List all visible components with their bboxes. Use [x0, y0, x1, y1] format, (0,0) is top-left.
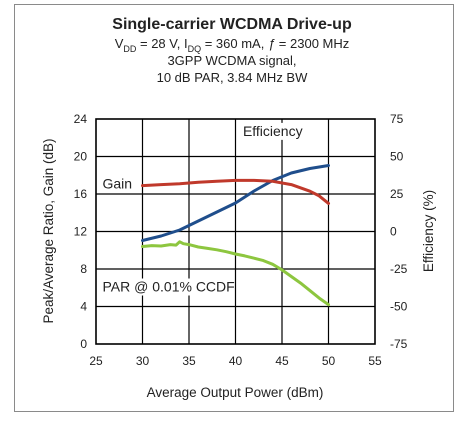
y-tick-label-right: -25 [390, 262, 408, 276]
vdd-subscript: DD [123, 44, 136, 54]
chart-svg: Single-carrier WCDMA Drive-up VDD = 28 V… [41, 16, 436, 400]
y-tick-label-right: 75 [390, 112, 404, 126]
y-tick-label-left: 24 [74, 112, 88, 126]
y-tick-label-left: 8 [80, 262, 87, 276]
vdd-value: = 28 V, [136, 36, 184, 51]
idq-symbol: I [184, 36, 188, 51]
y-tick-label-left: 12 [74, 225, 88, 239]
y-tick-label-right: 0 [390, 225, 397, 239]
grid-lines [96, 119, 375, 344]
y-tick-label-left: 20 [74, 150, 88, 164]
series-annotation-label: Efficiency [243, 123, 303, 139]
y-tick-label-right: 50 [390, 150, 404, 164]
y-tick-label-right: -75 [390, 337, 408, 351]
x-tick-label: 30 [136, 354, 150, 368]
y-tick-label-left: 4 [80, 300, 87, 314]
x-tick-label: 25 [89, 354, 103, 368]
annotations: Efficiency Gain PAR @ 0.01% CCDF [100, 122, 321, 296]
annotation-background [240, 122, 321, 140]
y-tick-label-right: 25 [390, 187, 404, 201]
freq-symbol: ƒ [268, 36, 275, 51]
idq-value: = 360 mA, [201, 36, 268, 51]
y-axis-label-left: Peak/Average Ratio, Gain (dB) [41, 138, 56, 323]
chart-subtitle-line-2: 3GPP WCDMA signal, [167, 53, 296, 68]
x-tick-label: 50 [322, 354, 336, 368]
x-tick-label: 35 [182, 354, 196, 368]
y-tick-label-left: 0 [80, 337, 87, 351]
chart-title: Single-carrier WCDMA Drive-up [112, 16, 352, 33]
tick-labels: 25 30 35 40 45 50 5504812162024-75-50-25025507… [74, 112, 408, 368]
vdd-symbol: V [115, 36, 124, 51]
plot-area-border [95, 118, 376, 345]
series-annotation-label: Gain [103, 175, 133, 191]
freq-value: = 2300 MHz [275, 36, 349, 51]
chart-subtitle-line-3: 10 dB PAR, 3.84 MHz BW [157, 70, 308, 85]
annotation-background [100, 175, 135, 193]
chart-subtitle-line-1: VDD = 28 V, IDQ = 360 mA, ƒ = 2300 MHz [115, 36, 350, 54]
series-line-gain [141, 178, 330, 205]
series-line-efficiency [141, 164, 330, 242]
x-axis-label: Average Output Power (dBm) [147, 385, 324, 400]
series-annotation-label: PAR @ 0.01% CCDF [103, 279, 235, 295]
idq-subscript: DQ [188, 44, 202, 54]
y-tick-label-left: 16 [74, 187, 88, 201]
x-tick-label: 55 [368, 354, 382, 368]
annotation-background [100, 278, 234, 296]
series-group [141, 164, 330, 307]
x-tick-label: 40 [229, 354, 243, 368]
series-line-par-0-01-ccdf [141, 240, 330, 307]
chart-frame: Single-carrier WCDMA Drive-up VDD = 28 V… [14, 4, 454, 412]
chart-title-group: Single-carrier WCDMA Drive-up VDD = 28 V… [112, 16, 352, 85]
y-axis-label-right: Efficiency (%) [421, 190, 436, 272]
x-tick-label: 45 [275, 354, 289, 368]
y-tick-label-right: -50 [390, 300, 408, 314]
